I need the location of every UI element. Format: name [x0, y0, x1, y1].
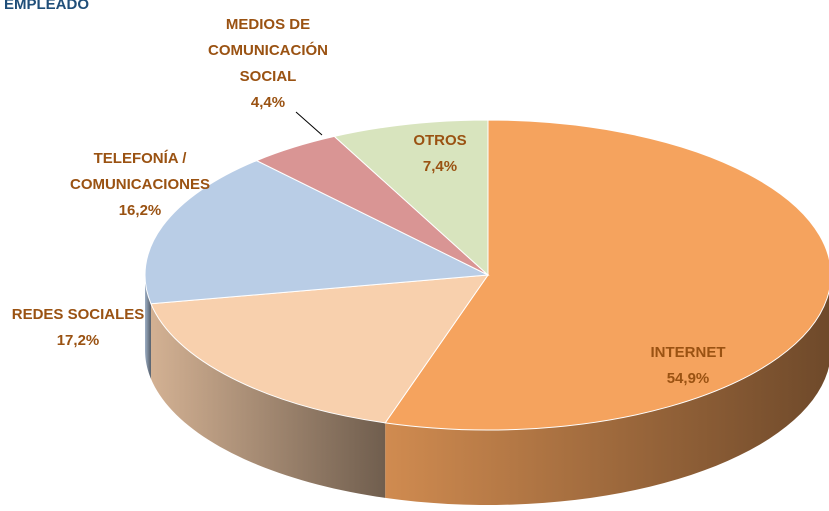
data-label: REDES SOCIALES 17,2% [3, 302, 153, 354]
slice-side [150, 303, 386, 498]
slice [144, 160, 490, 305]
leader-line [295, 111, 323, 136]
category-label: REDES SOCIALES [11, 306, 145, 323]
slice [384, 119, 829, 431]
value-label: 7,4% [422, 158, 458, 175]
data-label: MEDIOS DE COMUNICACIÓN SOCIAL 4,4% [188, 12, 348, 116]
value-label: 4,4% [250, 94, 286, 111]
slice [333, 119, 489, 277]
slice [150, 274, 490, 424]
slice-side [385, 291, 829, 505]
data-label: TELEFONÍA / COMUNICACIONES 16,2% [40, 146, 240, 224]
category-label: INTERNET [650, 344, 726, 361]
category-label: TELEFONÍA / COMUNICACIONES [69, 150, 210, 193]
value-label: 17,2% [56, 332, 100, 349]
data-label: OTROS 7,4% [365, 128, 515, 180]
category-label: OTROS [413, 132, 467, 149]
chart-title: EMPLEADO [4, 0, 90, 13]
data-label: INTERNET 54,9% [613, 340, 763, 392]
value-label: 54,9% [666, 370, 710, 387]
category-label: MEDIOS DE COMUNICACIÓN SOCIAL [208, 16, 328, 85]
value-label: 16,2% [118, 202, 162, 219]
